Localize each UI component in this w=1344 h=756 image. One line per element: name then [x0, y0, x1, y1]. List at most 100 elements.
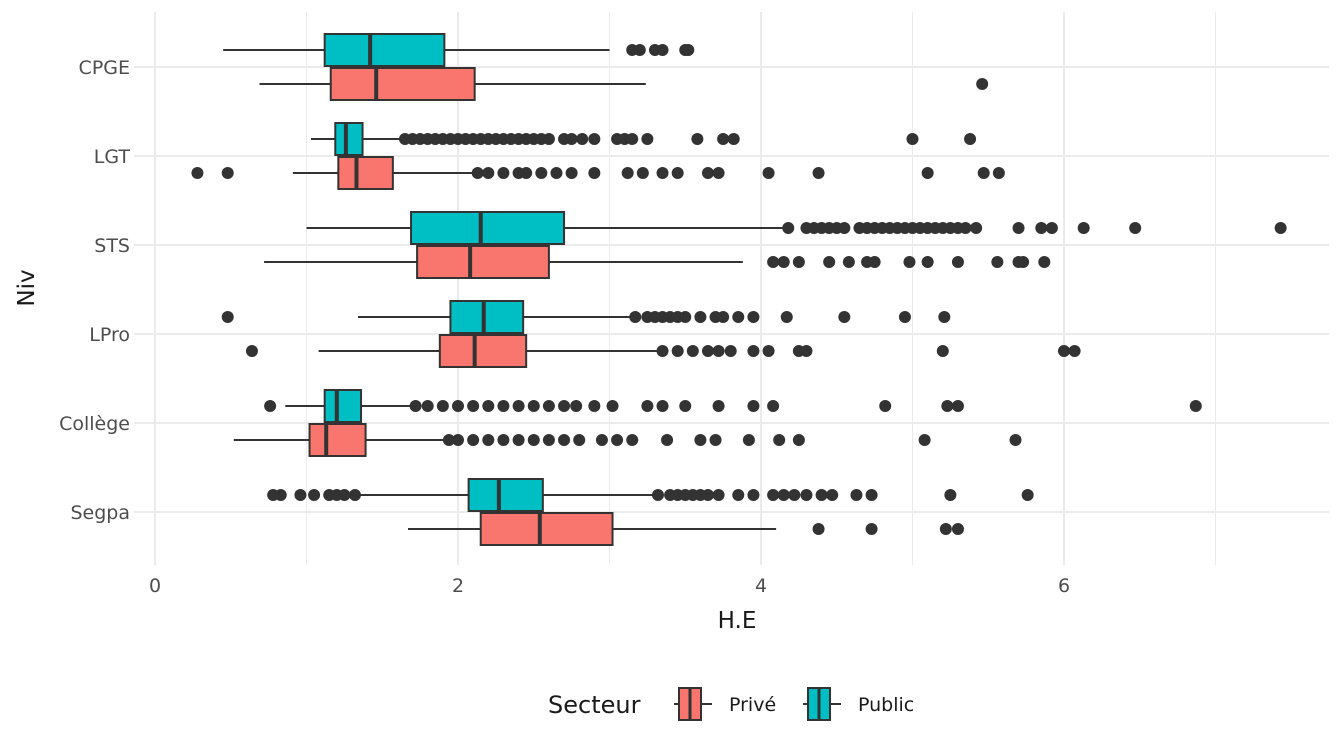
outlier-point [679, 311, 692, 323]
box-collège-privé [233, 423, 446, 457]
outlier-point [951, 256, 964, 268]
legend-key-priv: Privé [674, 687, 776, 721]
legend-key-public: Public [803, 687, 914, 721]
outlier-point [626, 133, 639, 145]
outlier-point [762, 167, 775, 179]
box-iqr [308, 423, 367, 457]
outlier-point [815, 489, 828, 501]
box-iqr [329, 67, 476, 101]
outlier-point [701, 489, 714, 501]
legend-keys: Privé Public [674, 687, 914, 721]
outlier-point [482, 434, 495, 446]
outlier-point [471, 167, 484, 179]
outlier-point [679, 400, 692, 412]
outlier-point [636, 167, 649, 179]
y-axis-title: Niv [14, 269, 40, 306]
outlier-point [777, 489, 790, 501]
outlier-point [1077, 222, 1090, 234]
outlier-point [606, 400, 619, 412]
box-iqr [334, 122, 364, 156]
outlier-point [527, 400, 540, 412]
outlier-point [482, 167, 495, 179]
box-lgt-privé [292, 156, 477, 190]
outlier-point [527, 434, 540, 446]
outlier-point [792, 434, 805, 446]
box-segpa-public [359, 478, 658, 512]
outlier-point [936, 345, 949, 357]
outlier-point [921, 167, 934, 179]
outlier-point [671, 167, 684, 179]
outlier-point [294, 489, 307, 501]
outlier-point [694, 434, 707, 446]
x-axis-tick-labels: 0 2 4 6 [149, 575, 1070, 597]
outlier-point [274, 489, 287, 501]
outlier-point [629, 311, 642, 323]
outlier-point [497, 167, 510, 179]
outlier-point [671, 345, 684, 357]
outlier-point [421, 400, 434, 412]
outlier-point [712, 345, 725, 357]
outlier-point [747, 311, 760, 323]
outlier-point [1045, 222, 1058, 234]
x-axis-title: H.E [718, 608, 757, 634]
outlier-point [944, 489, 957, 501]
legend: Secteur Privé Public [548, 687, 914, 721]
outlier-point [782, 222, 795, 234]
outlier-point [767, 489, 780, 501]
x-tick-label: 6 [1058, 575, 1070, 597]
outlier-point [800, 345, 813, 357]
outlier-point [762, 345, 775, 357]
outlier-point [661, 434, 674, 446]
outlier-point [520, 167, 533, 179]
outlier-point [512, 434, 525, 446]
outlier-point [497, 400, 510, 412]
legend-label: Privé [729, 694, 776, 716]
outlier-point [221, 167, 234, 179]
outlier-point [767, 256, 780, 268]
outlier-point [656, 167, 669, 179]
y-tick-label: Segpa [70, 502, 130, 524]
outlier-point [497, 434, 510, 446]
grid-lines [134, 12, 1329, 565]
outlier-point [633, 44, 646, 56]
outlier-point [977, 167, 990, 179]
outlier-point [694, 311, 707, 323]
outlier-point [712, 489, 725, 501]
y-tick-label: CPGE [79, 57, 130, 79]
outlier-point [903, 256, 916, 268]
box-collège-public [285, 389, 413, 423]
outlier-point [611, 434, 624, 446]
outlier-point [964, 133, 977, 145]
outlier-point [588, 400, 601, 412]
outlier-point [550, 167, 563, 179]
outlier-point [970, 222, 983, 234]
outlier-point [991, 256, 1004, 268]
outlier-point [780, 311, 793, 323]
outlier-point [626, 434, 639, 446]
y-tick-label: LGT [94, 146, 131, 168]
outlier-point [621, 167, 634, 179]
box-plots [223, 33, 789, 546]
outlier-point [826, 489, 839, 501]
outlier-point [941, 400, 954, 412]
outlier-point [921, 256, 934, 268]
outlier-point [570, 400, 583, 412]
outlier-point [906, 133, 919, 145]
box-iqr [323, 33, 446, 67]
outlier-point [823, 256, 836, 268]
outlier-point [245, 345, 258, 357]
y-tick-label: LPro [89, 324, 130, 346]
outlier-point [724, 345, 737, 357]
outlier-point [1009, 434, 1022, 446]
outlier-point [1017, 256, 1030, 268]
outlier-point [641, 400, 654, 412]
y-tick-label: Collège [59, 413, 130, 435]
outlier-point [686, 345, 699, 357]
outlier-point [651, 489, 664, 501]
outlier-point [1058, 345, 1070, 357]
legend-label: Public [858, 694, 914, 716]
outlier-point [812, 523, 825, 535]
x-tick-label: 4 [755, 575, 767, 597]
outlier-point [542, 133, 555, 145]
outlier-point [712, 167, 725, 179]
